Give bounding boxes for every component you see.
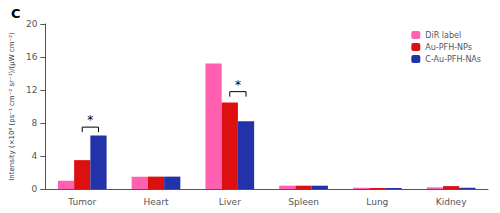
svg-text:4: 4: [32, 151, 38, 161]
svg-text:20: 20: [26, 19, 38, 29]
svg-text:0: 0: [32, 184, 38, 194]
svg-text:*: *: [87, 113, 93, 127]
svg-text:*: *: [235, 78, 241, 92]
svg-text:16: 16: [26, 52, 38, 62]
svg-text:Lung: Lung: [366, 197, 388, 207]
svg-text:Kidney: Kidney: [436, 197, 467, 207]
svg-text:C-Au-PFH-NAs: C-Au-PFH-NAs: [425, 55, 481, 64]
svg-text:Tumor: Tumor: [67, 197, 96, 207]
svg-text:8: 8: [32, 118, 38, 128]
svg-text:12: 12: [26, 85, 37, 95]
svg-text:Liver: Liver: [219, 197, 241, 207]
svg-text:Spleen: Spleen: [288, 197, 319, 207]
svg-text:C: C: [11, 6, 21, 21]
svg-text:DiR label: DiR label: [425, 31, 461, 40]
svg-text:Au-PFH-NPs: Au-PFH-NPs: [425, 43, 472, 52]
svg-text:Heart: Heart: [143, 197, 169, 207]
svg-text:Intensity (×10⁸ (ps⁻¹ cm⁻² sr⁻: Intensity (×10⁸ (ps⁻¹ cm⁻² sr⁻¹)/(μW cm⁻…: [8, 32, 16, 181]
